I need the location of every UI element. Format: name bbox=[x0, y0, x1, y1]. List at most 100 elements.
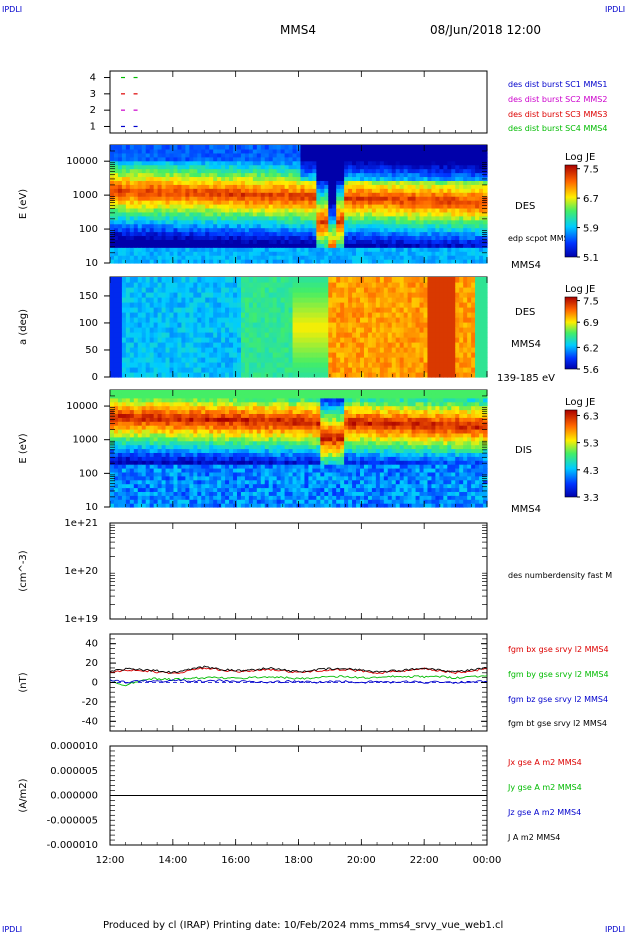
heatmap-cell bbox=[336, 219, 341, 225]
heatmap-cell bbox=[149, 204, 155, 209]
heatmap-cell bbox=[475, 327, 480, 333]
heatmap-cell bbox=[419, 297, 425, 303]
heatmap-cell bbox=[304, 156, 310, 162]
heatmap-cell bbox=[173, 302, 179, 308]
heatmap-cell bbox=[411, 352, 417, 358]
heatmap-cell bbox=[248, 227, 254, 233]
heatmap-cell bbox=[217, 188, 222, 193]
heatmap-cell bbox=[336, 277, 341, 283]
heatmap-cell bbox=[483, 247, 488, 252]
heatmap-cell bbox=[316, 342, 321, 348]
heatmap-cell bbox=[439, 277, 444, 283]
heatmap-cell bbox=[371, 148, 377, 154]
heatmap-cell bbox=[272, 160, 278, 166]
heatmap-cell bbox=[117, 432, 123, 438]
heatmap-cell bbox=[483, 322, 488, 328]
heatmap-cell bbox=[371, 152, 377, 158]
heatmap-cell bbox=[407, 243, 413, 248]
heatmap-cell bbox=[284, 145, 290, 150]
heatmap-cell bbox=[217, 297, 222, 303]
heatmap-cell bbox=[177, 160, 183, 166]
heatmap-cell bbox=[280, 156, 286, 162]
heatmap-cell bbox=[225, 297, 230, 303]
heatmap-cell bbox=[217, 302, 222, 308]
heatmap-cell bbox=[181, 282, 186, 288]
heatmap-cell bbox=[391, 180, 397, 185]
heatmap-cell bbox=[252, 327, 258, 333]
heatmap-cell bbox=[375, 297, 381, 303]
heatmap-cell bbox=[260, 302, 266, 308]
heatmap-cell bbox=[419, 282, 425, 288]
heatmap-cell bbox=[229, 332, 234, 338]
heatmap-cell bbox=[169, 352, 175, 358]
heatmap-cell bbox=[236, 322, 242, 328]
heatmap-cell bbox=[141, 357, 147, 363]
heatmap-cell bbox=[411, 259, 417, 264]
heatmap-cell bbox=[129, 440, 135, 446]
heatmap-cell bbox=[395, 362, 401, 368]
heatmap-cell bbox=[375, 207, 381, 213]
heatmap-cell bbox=[300, 156, 306, 162]
heatmap-cell bbox=[205, 307, 210, 313]
heatmap-cell bbox=[280, 145, 286, 150]
heatmap-cell bbox=[467, 337, 472, 343]
heatmap-cell bbox=[240, 219, 246, 225]
heatmap-cell bbox=[272, 312, 278, 318]
heatmap-cell bbox=[280, 322, 286, 328]
heatmap-cell bbox=[133, 188, 139, 193]
heatmap-cell bbox=[316, 184, 321, 189]
heatmap-cell bbox=[375, 160, 381, 166]
heatmap-cell bbox=[336, 196, 341, 201]
heatmap-cell bbox=[383, 215, 389, 221]
heatmap-cell bbox=[256, 332, 262, 338]
heatmap-cell bbox=[121, 448, 127, 453]
heatmap-cell bbox=[260, 243, 266, 248]
heatmap-cell bbox=[157, 317, 163, 323]
heatmap-cell bbox=[479, 215, 484, 221]
heatmap-cell bbox=[324, 215, 329, 221]
heatmap-cell bbox=[459, 342, 464, 348]
heatmap-cell bbox=[375, 372, 381, 378]
heatmap-cell bbox=[213, 148, 218, 154]
heatmap-cell bbox=[260, 347, 266, 353]
heatmap-cell bbox=[316, 282, 321, 288]
heatmap-cell bbox=[185, 342, 190, 348]
heatmap-cell bbox=[193, 357, 198, 363]
heatmap-cell bbox=[463, 317, 468, 323]
heatmap-cell bbox=[244, 357, 250, 363]
heatmap-cell bbox=[459, 188, 464, 193]
heatmap-cell bbox=[459, 148, 464, 154]
heatmap-cell bbox=[387, 362, 393, 368]
heatmap-cell bbox=[129, 342, 135, 348]
heatmap-cell bbox=[463, 231, 468, 237]
heatmap-cell bbox=[137, 223, 143, 229]
heatmap-cell bbox=[221, 215, 226, 221]
heatmap-cell bbox=[201, 277, 206, 283]
heatmap-cell bbox=[431, 168, 437, 174]
heatmap-cell bbox=[129, 417, 135, 422]
heatmap-cell bbox=[367, 372, 373, 378]
heatmap-cell bbox=[177, 148, 183, 154]
heatmap-cell bbox=[121, 259, 127, 264]
heatmap-cell bbox=[415, 282, 421, 288]
heatmap-cell bbox=[280, 219, 286, 225]
heatmap-cell bbox=[379, 307, 385, 313]
heatmap-cell bbox=[165, 362, 171, 368]
heatmap-cell bbox=[475, 239, 480, 244]
heatmap-cell bbox=[181, 172, 186, 178]
heatmap-cell bbox=[391, 231, 397, 237]
heatmap-cell bbox=[344, 148, 349, 154]
heatmap-cell bbox=[284, 327, 290, 333]
heatmap-cell bbox=[149, 200, 155, 205]
heatmap-cell bbox=[173, 192, 179, 197]
heatmap-cell bbox=[300, 231, 306, 237]
heatmap-cell bbox=[233, 188, 238, 193]
heatmap-cell bbox=[229, 235, 234, 240]
heatmap-cell bbox=[415, 287, 421, 293]
heatmap-cell bbox=[213, 342, 218, 348]
heatmap-cell bbox=[427, 204, 433, 209]
heatmap-cell bbox=[129, 148, 135, 154]
heatmap-cell bbox=[110, 436, 115, 442]
heatmap-cell bbox=[110, 413, 115, 418]
heatmap-cell bbox=[483, 372, 488, 378]
